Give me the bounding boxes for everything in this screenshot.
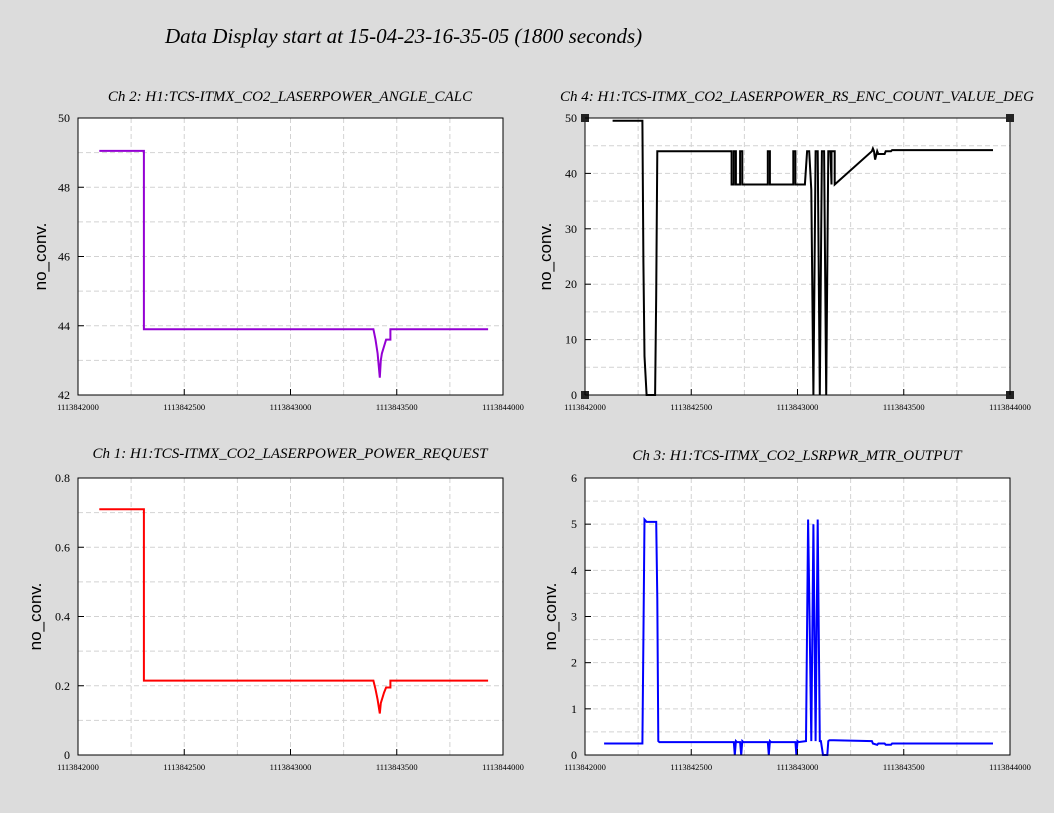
- y-axis-label: no_conv.: [31, 223, 50, 291]
- resize-handle-2[interactable]: [1006, 114, 1014, 122]
- chart-title: Ch 3: H1:TCS-ITMX_CO2_LSRPWR_MTR_OUTPUT: [632, 448, 963, 464]
- y-tick-label: 6: [571, 471, 577, 485]
- x-tick-label: 1113843500: [376, 762, 418, 772]
- series-line-1: [604, 516, 993, 756]
- y-tick-label: 0.2: [55, 679, 70, 693]
- y-tick-label: 42: [58, 388, 70, 402]
- x-tick-label: 1113843000: [270, 762, 312, 772]
- x-tick-label: 1113844000: [482, 762, 524, 772]
- y-tick-label: 1: [571, 702, 577, 716]
- x-tick-label: 1113843000: [270, 402, 312, 412]
- x-tick-label: 1113844000: [989, 762, 1031, 772]
- chart-title: Ch 2: H1:TCS-ITMX_CO2_LASERPOWER_ANGLE_C…: [108, 89, 473, 105]
- y-tick-label: 0: [64, 748, 70, 762]
- x-tick-label: 1113842500: [670, 402, 712, 412]
- series-line-1: [99, 149, 489, 378]
- y-tick-label: 50: [58, 111, 70, 125]
- x-tick-label: 1113844000: [989, 402, 1031, 412]
- x-tick-label: 1113843000: [777, 402, 819, 412]
- y-tick-label: 5: [571, 517, 577, 531]
- series-line-1: [612, 119, 993, 396]
- y-tick-label: 20: [565, 277, 577, 291]
- y-tick-label: 46: [58, 250, 70, 264]
- x-tick-label: 1113844000: [482, 402, 524, 412]
- y-tick-label: 0.6: [55, 540, 70, 554]
- chart-panel-2: 0 10 20 30 40 50 1113842000 1113842500 111384300…: [536, 89, 1034, 412]
- chart-panel-1: 42 44 46 48 50 1113842000 1113842500 1113843000…: [31, 89, 524, 412]
- y-tick-label: 3: [571, 610, 577, 624]
- x-tick-label: 1113842000: [57, 402, 99, 412]
- y-tick-label: 50: [565, 111, 577, 125]
- x-tick-label: 1113842500: [163, 762, 205, 772]
- y-tick-label: 0: [571, 388, 577, 402]
- y-axis-label: no_conv.: [541, 583, 560, 651]
- y-tick-label: 2: [571, 656, 577, 670]
- x-tick-label: 1113842000: [564, 762, 606, 772]
- y-tick-label: 40: [565, 166, 577, 180]
- y-tick-label: 0.8: [55, 471, 70, 485]
- x-tick-label: 1113842000: [564, 402, 606, 412]
- chart-panel-4: 0 1 2 3 4 5 6 1113842000 1113842500 1113843000 111…: [541, 448, 1031, 772]
- x-tick-label: 1113842500: [670, 762, 712, 772]
- y-tick-label: 30: [565, 222, 577, 236]
- y-tick-label: 0: [571, 748, 577, 762]
- chart-title: Ch 4: H1:TCS-ITMX_CO2_LASERPOWER_RS_ENC_…: [560, 89, 1034, 105]
- y-tick-label: 10: [565, 333, 577, 347]
- x-tick-label: 1113842500: [163, 402, 205, 412]
- page-title: Data Display start at 15-04-23-16-35-05 …: [165, 24, 643, 48]
- x-tick-label: 1113843500: [883, 402, 925, 412]
- chart-title: Ch 1: H1:TCS-ITMX_CO2_LASERPOWER_POWER_R…: [93, 446, 490, 462]
- y-axis-label: no_conv.: [536, 223, 555, 291]
- y-tick-label: 48: [58, 180, 70, 194]
- chart-panel-3: 0 0.2 0.4 0.6 0.8 1113842000 1113842500 1113843…: [26, 446, 524, 772]
- x-tick-label: 1113842000: [57, 762, 99, 772]
- y-axis-label: no_conv.: [26, 583, 45, 651]
- y-tick-label: 0.4: [55, 610, 70, 624]
- series-line-1: [99, 508, 489, 714]
- y-tick-label: 44: [58, 319, 70, 333]
- x-tick-label: 1113843500: [883, 762, 925, 772]
- x-tick-label: 1113843500: [376, 402, 418, 412]
- x-tick-label: 1113843000: [777, 762, 819, 772]
- y-tick-label: 4: [571, 563, 577, 577]
